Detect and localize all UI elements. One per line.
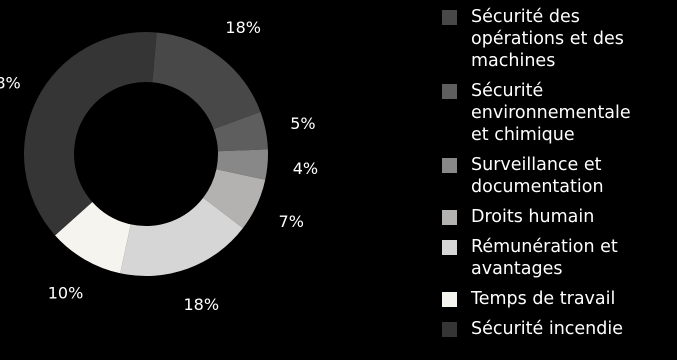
slice-value-label-5: 10%: [48, 283, 84, 302]
legend-swatch-2: [442, 158, 457, 173]
legend-swatch-5: [442, 292, 457, 307]
legend-label-3: Droits humain: [471, 207, 595, 227]
legend-label-1: Sécurité environnementale et chimique: [471, 81, 631, 145]
donut-slice-2: [216, 149, 268, 180]
slice-value-label-0: 18%: [225, 18, 261, 37]
donut-slice-0: [152, 32, 261, 130]
slice-value-label-1: 5%: [290, 114, 315, 133]
donut-slice-3: [203, 169, 266, 229]
legend-label-4: Rémunération et avantages: [471, 237, 618, 279]
legend-label-6: Sécurité incendie: [471, 319, 624, 339]
slice-value-label-4: 18%: [183, 295, 219, 314]
legend-swatch-1: [442, 84, 457, 99]
slice-value-label-2: 4%: [293, 159, 318, 178]
legend-item-3: Droits humain: [442, 206, 677, 228]
donut-slice-6: [24, 32, 157, 236]
legend-item-2: Surveillance et documentation: [442, 154, 677, 198]
legend-swatch-6: [442, 322, 457, 337]
slice-value-label-6: 38%: [0, 73, 21, 92]
donut-chart: 18% 5% 4% 7% 18% 10% 38%: [0, 18, 318, 314]
legend-label-0: Sécurité des opérations et des machines: [471, 7, 624, 71]
legend-swatch-0: [442, 10, 457, 25]
legend-item-0: Sécurité des opérations et des machines: [442, 6, 677, 72]
legend-label-5: Temps de travail: [471, 289, 616, 309]
slice-value-label-3: 7%: [279, 212, 304, 231]
donut-slice-4: [120, 197, 243, 277]
legend-swatch-4: [442, 240, 457, 255]
legend-swatch-3: [442, 210, 457, 225]
donut-slice-1: [213, 111, 268, 152]
legend-item-6: Sécurité incendie: [442, 318, 677, 340]
legend-item-5: Temps de travail: [442, 288, 677, 310]
legend-label-2: Surveillance et documentation: [471, 155, 604, 197]
legend: Sécurité des opérations et des machines S…: [442, 6, 677, 348]
donut-slice-5: [55, 201, 131, 274]
legend-item-1: Sécurité environnementale et chimique: [442, 80, 677, 146]
legend-item-4: Rémunération et avantages: [442, 236, 677, 280]
